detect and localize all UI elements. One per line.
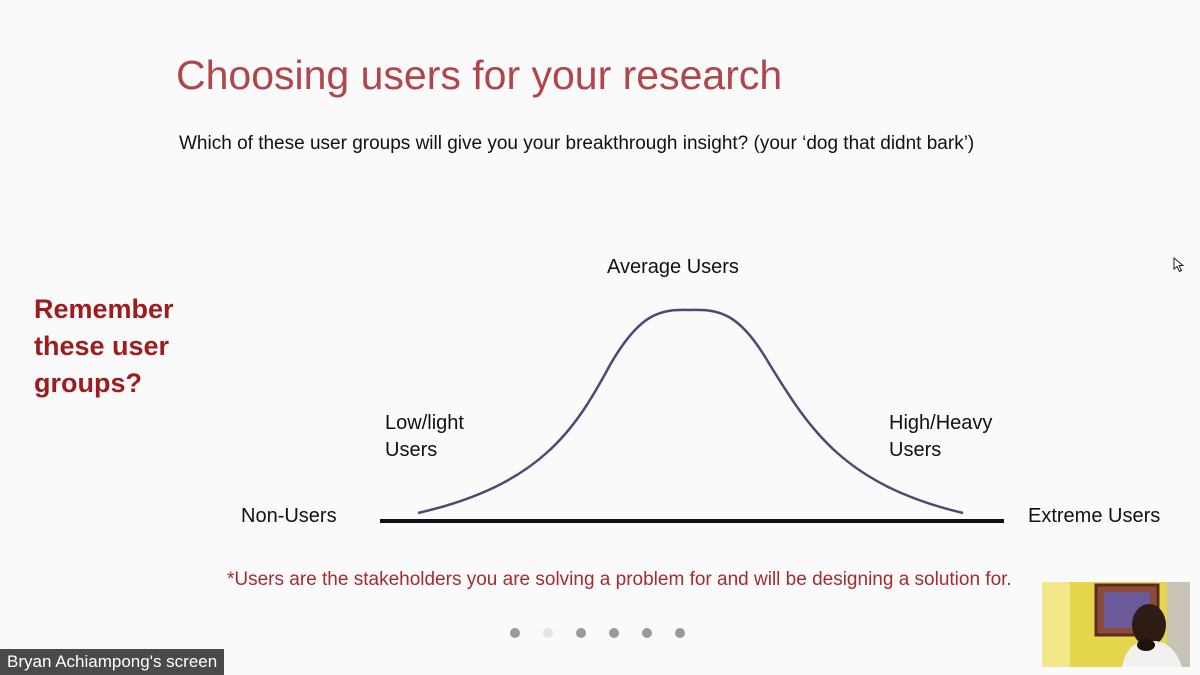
- slide-footnote: *Users are the stakeholders you are solv…: [227, 569, 1012, 590]
- screen-share-presenter-label: Bryan Achiampong's screen: [0, 649, 225, 675]
- label-high-line2: Users: [889, 439, 942, 461]
- label-extreme-users: Extreme Users: [1028, 505, 1161, 527]
- bell-curve-diagram: [380, 308, 1004, 523]
- slide-subtitle: Which of these user groups will give you…: [179, 133, 975, 154]
- page-dot[interactable]: [642, 628, 652, 638]
- label-non-users: Non-Users: [241, 505, 337, 527]
- page-dot[interactable]: [675, 628, 685, 638]
- label-low-light-users: Low/light Users: [385, 410, 464, 464]
- label-average-users: Average Users: [607, 256, 739, 278]
- page-dot[interactable]: [543, 628, 553, 638]
- remember-callout: Remember these user groups?: [34, 294, 174, 398]
- label-low-line1: Low/light: [385, 412, 464, 434]
- participant-video-thumbnail[interactable]: [1042, 582, 1190, 667]
- mouse-pointer-icon: [1173, 257, 1185, 273]
- slide-pagination: [510, 628, 685, 638]
- label-low-line2: Users: [385, 439, 438, 461]
- page-dot[interactable]: [510, 628, 520, 638]
- page-dot[interactable]: [576, 628, 586, 638]
- bell-curve-line: [417, 308, 964, 515]
- label-high-heavy-users: High/Heavy Users: [889, 410, 992, 464]
- participant-video-frame: [1042, 582, 1190, 667]
- slide-title: Choosing users for your research: [176, 52, 783, 98]
- page-dot[interactable]: [609, 628, 619, 638]
- label-high-line1: High/Heavy: [889, 412, 993, 434]
